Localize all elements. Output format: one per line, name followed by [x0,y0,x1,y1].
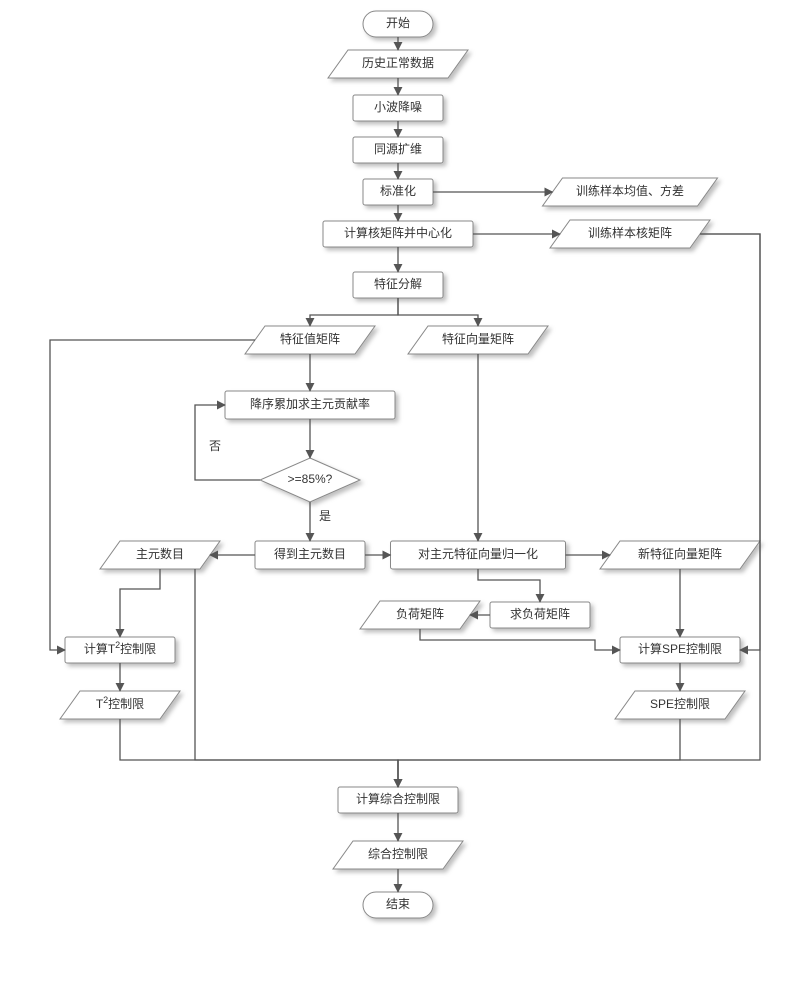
node-denoise: 小波降噪 [353,95,443,121]
node-label-kmatout: 训练样本核矩阵 [588,225,672,240]
edge [120,569,160,637]
node-neweig: 新特征向量矩阵 [600,541,760,569]
node-label-loadmat: 负荷矩阵 [396,607,444,621]
node-calccomb: 计算综合控制限 [338,787,458,813]
node-label-denoise: 小波降噪 [374,100,422,114]
edge [120,719,398,787]
node-label-calcload: 求负荷矩阵 [510,607,570,621]
edge-label: 否 [209,439,221,453]
edge [478,569,540,602]
node-label-calccomb: 计算综合控制限 [356,791,440,806]
node-cumsum: 降序累加求主元贡献率 [225,391,395,419]
node-pcnum: 主元数目 [100,541,220,569]
node-label-neweig: 新特征向量矩阵 [638,546,722,561]
node-calct2: 计算T2控制限 [65,637,175,663]
node-label-getpc: 得到主元数目 [274,546,346,561]
flowchart-canvas: 开始历史正常数据小波降噪同源扩维标准化 训练样本均值、方差计算核矩阵并中心化 训练样… [0,0,796,1000]
node-label-pcnum: 主元数目 [136,546,184,561]
node-decide: >=85%? [260,458,360,502]
node-label-start: 开始 [386,16,410,30]
edge [50,340,255,650]
node-label-meanvar: 训练样本均值、方差 [576,183,684,198]
edge-label: 是 [319,509,331,523]
node-label-hist: 历史正常数据 [362,55,434,70]
edge [310,298,398,326]
node-label-stdize: 标准化 [380,184,416,198]
node-label-calcspe: 计算SPE控制限 [638,641,722,656]
node-start: 开始 [363,11,433,37]
node-label-kmatrix: 计算核矩阵并中心化 [344,225,452,240]
node-eigval: 特征值矩阵 [245,326,375,354]
node-comblim: 综合控制限 [333,841,463,869]
node-label-eigdec: 特征分解 [374,276,422,291]
node-label-t2lim: T2控制限 [96,695,144,711]
node-label-calct2: 计算T2控制限 [84,640,156,656]
node-stdize: 标准化 [363,179,433,205]
node-label-cumsum: 降序累加求主元贡献率 [250,396,370,411]
node-kmatrix: 计算核矩阵并中心化 [323,221,473,247]
node-calcspe: 计算SPE控制限 [620,637,740,663]
node-label-decide: >=85%? [288,472,333,486]
edge [195,569,398,787]
node-label-end: 结束 [386,897,410,911]
node-label-eigvec: 特征向量矩阵 [442,331,514,346]
edge [420,629,620,650]
node-t2lim: T2控制限 [60,691,180,719]
node-spelim: SPE控制限 [615,691,745,719]
node-label-normvec: 对主元特征向量归一化 [418,546,538,561]
node-label-spelim: SPE控制限 [650,697,710,711]
node-label-eigval: 特征值矩阵 [280,331,340,346]
node-eigvec: 特征向量矩阵 [408,326,548,354]
edge [398,719,680,787]
node-eigdec: 特征分解 [353,272,443,298]
node-loadmat: 负荷矩阵 [360,601,480,629]
node-label-expand: 同源扩维 [374,142,422,156]
node-getpc: 得到主元数目 [255,541,365,569]
edge [700,234,760,650]
node-hist: 历史正常数据 [328,50,468,78]
node-calcload: 求负荷矩阵 [490,602,590,628]
edge [398,298,478,326]
node-expand: 同源扩维 [353,137,443,163]
node-meanvar: 训练样本均值、方差 [543,178,718,206]
node-label-comblim: 综合控制限 [368,846,428,861]
node-normvec: 对主元特征向量归一化 [391,541,566,569]
node-end: 结束 [363,892,433,918]
node-kmatout: 训练样本核矩阵 [550,220,710,248]
